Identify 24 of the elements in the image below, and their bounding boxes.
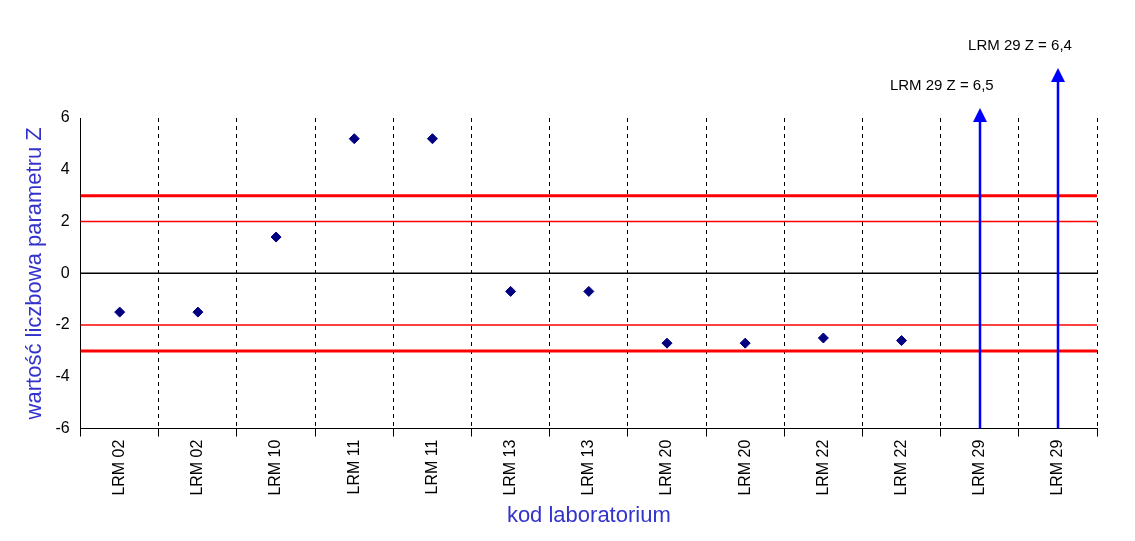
x-axis-title: kod laboratorium <box>506 501 671 527</box>
y-tick-label: 4 <box>60 160 70 178</box>
x-tick-label: LRM 11 <box>344 439 362 495</box>
y-tick-label: -4 <box>55 367 70 385</box>
x-tick-label: LRM 13 <box>501 439 519 496</box>
x-tick-label: LRM 13 <box>579 439 597 496</box>
y-tick-label: 6 <box>60 108 70 126</box>
x-tick-label: LRM 02 <box>188 439 206 496</box>
text: LRM 29 Z = 6,5 <box>889 76 994 94</box>
y-tick-label: 0 <box>60 263 70 281</box>
x-tick-label: LRM 22 <box>813 439 831 496</box>
y-tick-label: -6 <box>55 418 70 436</box>
x-tick-label: LRM 10 <box>266 439 284 496</box>
x-tick-label: LRM 29 <box>1048 439 1066 496</box>
y-tick-label: 2 <box>60 211 70 229</box>
text: LRM 29 Z = 6,4 <box>968 36 1072 54</box>
y-tick-label: -2 <box>55 315 70 333</box>
x-tick-label: LRM 22 <box>891 439 909 496</box>
x-tick-label: LRM 29 <box>970 439 988 496</box>
y-axis-title: wartość liczbowa parametru Z <box>21 127 47 421</box>
x-tick-label: LRM 20 <box>657 439 675 496</box>
x-tick-label: LRM 20 <box>735 439 753 496</box>
x-tick-label: LRM 02 <box>110 439 128 496</box>
x-tick-label: LRM 11 <box>422 439 440 495</box>
